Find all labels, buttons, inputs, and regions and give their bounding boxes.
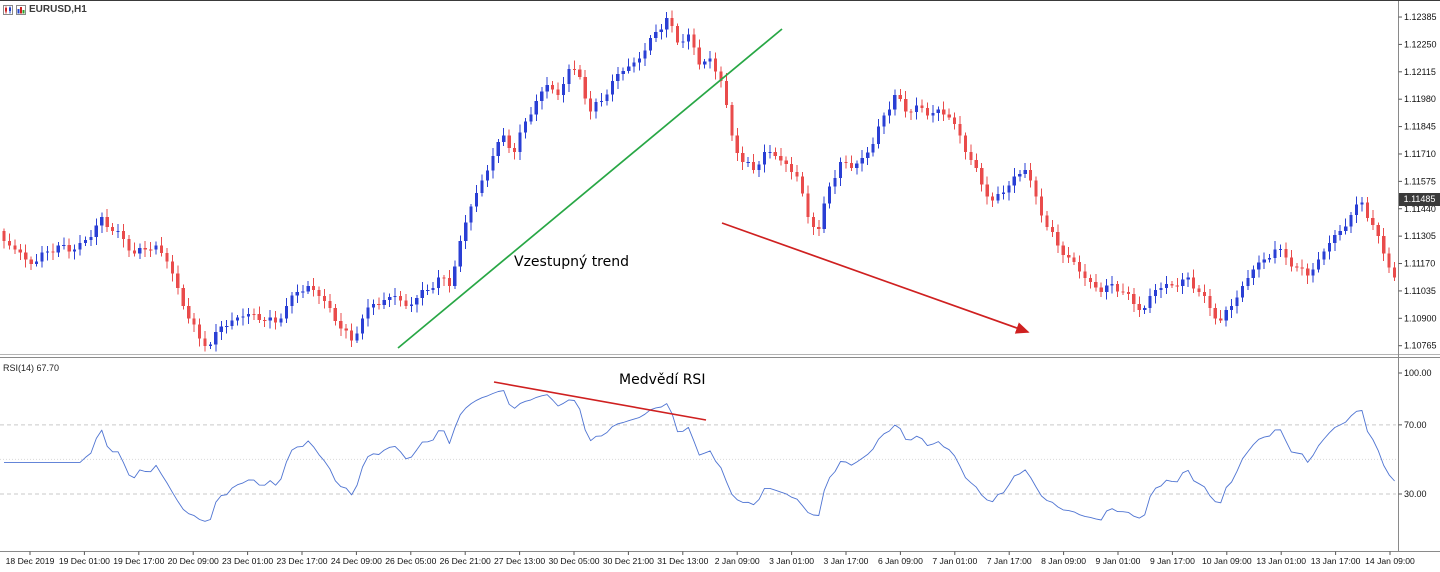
time-axis-label: 10 Jan 09:00 — [1202, 556, 1252, 566]
time-axis-label: 9 Jan 01:00 — [1096, 556, 1141, 566]
time-axis-label: 18 Dec 2019 — [6, 556, 55, 566]
time-axis-label: 3 Jan 01:00 — [769, 556, 814, 566]
price-axis-label: 1.12385 — [1404, 12, 1437, 22]
rsi-axis[interactable]: 100.00 70.00 30.00 — [1398, 368, 1432, 499]
time-axis-label: 8 Jan 09:00 — [1041, 556, 1086, 566]
time-axis-label: 26 Dec 21:00 — [440, 556, 491, 566]
time-axis-label: 13 Jan 17:00 — [1311, 556, 1361, 566]
time-axis-label: 7 Jan 01:00 — [932, 556, 977, 566]
time-axis-label: 27 Dec 13:00 — [494, 556, 545, 566]
time-axis-label: 9 Jan 17:00 — [1150, 556, 1195, 566]
price-axis-label: 1.11035 — [1404, 286, 1436, 296]
symbol-text: EURUSD,H1 — [29, 4, 87, 15]
time-axis-label: 20 Dec 09:00 — [168, 556, 219, 566]
price-axis-label: 1.10900 — [1404, 313, 1437, 323]
downtrend-arrow[interactable] — [721, 222, 1030, 334]
time-axis[interactable]: 18 Dec 2019 19 Dec 01:00 19 Dec 17:00 20 De… — [6, 551, 1415, 567]
panel-borders — [0, 1, 1440, 552]
uptrend-trendline[interactable] — [397, 28, 783, 349]
time-axis-label: 14 Jan 09:00 — [1365, 556, 1415, 566]
time-axis-label: 31 Dec 13:00 — [657, 556, 708, 566]
rsi-indicator-label: RSI(14) 67.70 — [3, 363, 60, 373]
bearish-rsi-annotation-label[interactable]: Medvědí RSI — [619, 372, 706, 388]
time-axis-label: 26 Dec 05:00 — [385, 556, 436, 566]
price-axis[interactable]: 1.12385 1.12250 1.12115 1.11980 1.11845 1.117… — [1398, 12, 1437, 351]
bar-chart-icon — [16, 4, 26, 15]
price-axis-label: 1.12250 — [1404, 39, 1437, 49]
candlestick-chart-icon — [3, 4, 13, 15]
time-axis-label: 23 Dec 01:00 — [222, 556, 273, 566]
rsi-axis-label: 30.00 — [1404, 489, 1427, 499]
rsi-divergence-trendline[interactable] — [493, 381, 707, 421]
rsi-level-lines — [0, 424, 1396, 495]
price-axis-label: 1.11170 — [1404, 259, 1435, 269]
price-axis-label: 1.11980 — [1404, 94, 1436, 104]
price-axis-label: 1.11575 — [1404, 176, 1436, 186]
time-axis-label: 6 Jan 09:00 — [878, 556, 923, 566]
time-axis-label: 7 Jan 17:00 — [987, 556, 1032, 566]
current-price-badge: 1.11485 — [1399, 193, 1440, 207]
price-axis-label: 1.10765 — [1404, 341, 1437, 351]
price-axis-label: 1.11440 — [1404, 204, 1436, 214]
price-axis-label: 1.11845 — [1404, 122, 1436, 132]
symbol-label: EURUSD,H1 — [3, 4, 87, 15]
price-axis-label: 1.11305 — [1404, 231, 1436, 241]
time-axis-label: 19 Dec 17:00 — [113, 556, 164, 566]
time-axis-label: 23 Dec 17:00 — [276, 556, 327, 566]
candlestick-series — [2, 10, 1397, 352]
price-axis-label: 1.12115 — [1404, 67, 1436, 77]
time-axis-label: 13 Jan 01:00 — [1256, 556, 1306, 566]
time-axis-label: 30 Dec 21:00 — [603, 556, 654, 566]
time-axis-label: 24 Dec 09:00 — [331, 556, 382, 566]
rsi-line — [4, 390, 1395, 522]
rsi-axis-label: 100.00 — [1404, 368, 1432, 378]
time-axis-label: 19 Dec 01:00 — [59, 556, 110, 566]
uptrend-annotation-label[interactable]: Vzestupný trend — [514, 254, 630, 270]
time-axis-label: 3 Jan 17:00 — [824, 556, 869, 566]
price-axis-label: 1.11710 — [1404, 149, 1436, 159]
time-axis-label: 2 Jan 09:00 — [715, 556, 760, 566]
rsi-axis-label: 70.00 — [1404, 420, 1427, 430]
time-axis-label: 30 Dec 05:00 — [548, 556, 599, 566]
